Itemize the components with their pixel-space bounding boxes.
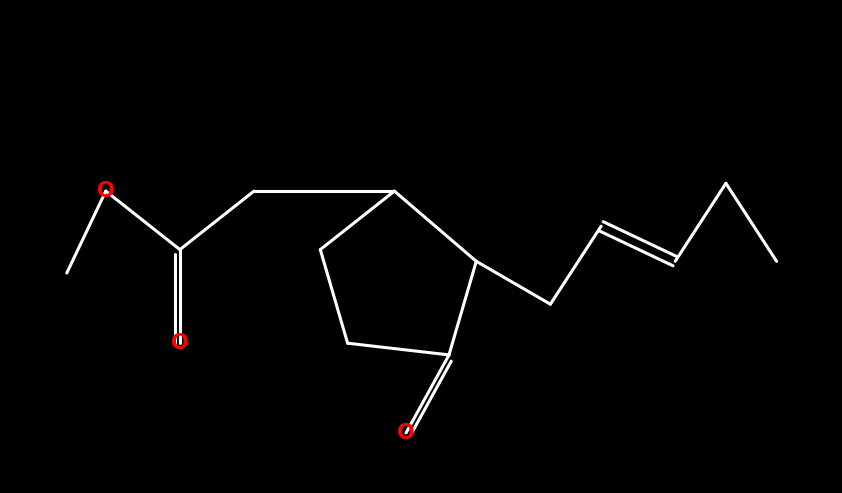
Text: O: O xyxy=(97,181,115,201)
Text: O: O xyxy=(397,423,415,443)
Text: O: O xyxy=(171,333,189,353)
